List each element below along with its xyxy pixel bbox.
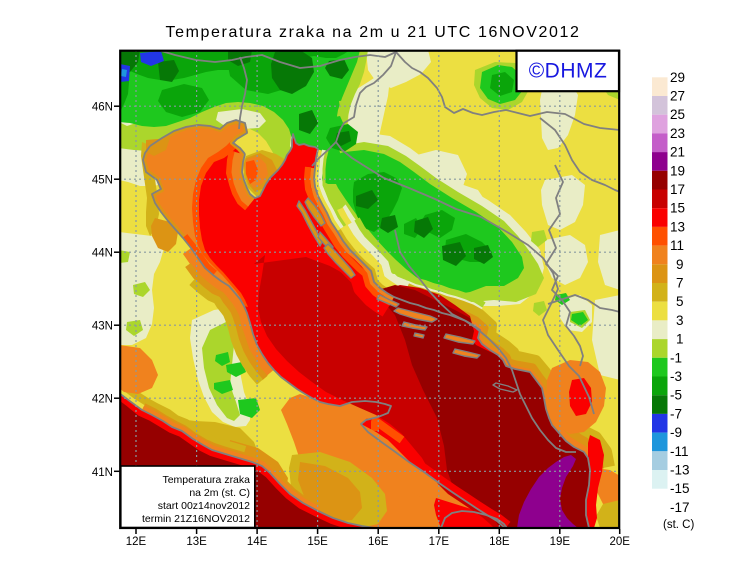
svg-text:13E: 13E: [186, 536, 207, 548]
svg-text:9: 9: [676, 257, 684, 272]
svg-text:17: 17: [670, 182, 685, 197]
svg-text:45N: 45N: [92, 175, 113, 187]
svg-text:-17: -17: [670, 500, 690, 515]
svg-text:start 00z14nov2012: start 00z14nov2012: [158, 500, 250, 512]
svg-text:27: 27: [670, 89, 685, 104]
svg-text:18E: 18E: [489, 536, 510, 548]
svg-text:5: 5: [676, 294, 684, 309]
svg-text:-5: -5: [670, 388, 682, 403]
svg-text:29: 29: [670, 70, 685, 85]
svg-text:42N: 42N: [92, 394, 113, 406]
svg-text:20E: 20E: [609, 536, 630, 548]
svg-text:43N: 43N: [92, 321, 113, 333]
svg-text:14E: 14E: [247, 536, 268, 548]
svg-text:16E: 16E: [368, 536, 389, 548]
svg-text:11: 11: [670, 238, 684, 253]
svg-text:44N: 44N: [92, 248, 113, 260]
svg-text:©DHMZ: ©DHMZ: [529, 60, 608, 83]
svg-text:-15: -15: [670, 481, 690, 496]
svg-text:-1: -1: [670, 350, 682, 365]
svg-text:-3: -3: [670, 369, 682, 384]
svg-text:-7: -7: [670, 406, 682, 421]
svg-text:15E: 15E: [307, 536, 328, 548]
svg-text:termin 21Z16NOV2012: termin 21Z16NOV2012: [142, 513, 250, 525]
svg-text:15: 15: [670, 201, 685, 216]
svg-text:Temperatura zraka na 2m u 21 U: Temperatura zraka na 2m u 21 UTC 16NOV20…: [166, 24, 581, 41]
svg-text:25: 25: [670, 107, 685, 122]
svg-text:12E: 12E: [126, 536, 147, 548]
svg-text:19E: 19E: [550, 536, 571, 548]
svg-text:na 2m (st. C): na 2m (st. C): [189, 487, 250, 499]
svg-text:23: 23: [670, 126, 685, 141]
svg-text:46N: 46N: [92, 102, 113, 114]
svg-text:Temperatura zraka: Temperatura zraka: [162, 474, 250, 486]
svg-text:13: 13: [670, 219, 685, 234]
svg-text:-11: -11: [670, 444, 689, 459]
svg-text:(st. C): (st. C): [663, 519, 694, 531]
svg-text:19: 19: [670, 163, 685, 178]
svg-text:-9: -9: [670, 425, 682, 440]
svg-text:7: 7: [676, 276, 684, 291]
svg-text:1: 1: [676, 332, 684, 347]
svg-text:17E: 17E: [429, 536, 450, 548]
svg-text:41N: 41N: [92, 467, 113, 479]
svg-text:21: 21: [670, 145, 685, 160]
svg-text:3: 3: [676, 313, 684, 328]
svg-text:-13: -13: [670, 463, 690, 478]
